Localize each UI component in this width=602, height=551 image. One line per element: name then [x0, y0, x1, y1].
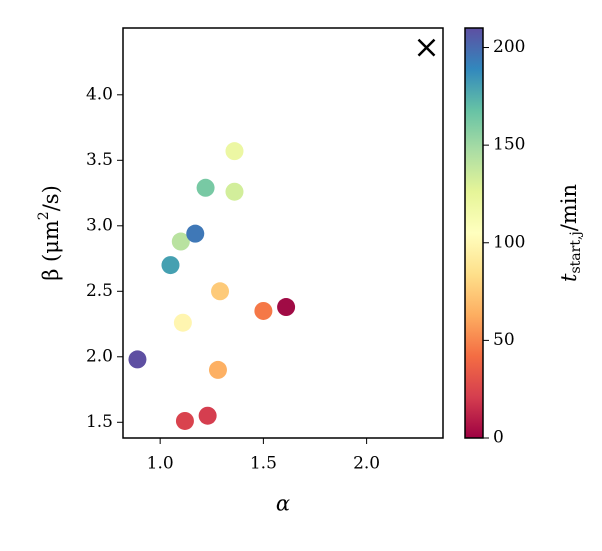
colorbar-label: tstart,j/min	[557, 184, 585, 282]
point	[171, 232, 190, 251]
y-tick-label: 4.0	[86, 84, 113, 104]
point	[208, 360, 227, 379]
point	[186, 224, 205, 243]
y-label-main: β (μm	[39, 220, 63, 281]
point	[211, 282, 230, 301]
plot-frame	[122, 27, 444, 439]
y-tick-label: 1.5	[86, 412, 113, 432]
cb-label-main: t	[557, 273, 581, 282]
point	[161, 256, 180, 275]
colorbar-tick-label: 0	[493, 428, 504, 448]
point	[225, 182, 244, 201]
cb-label-rest: /min	[557, 184, 581, 231]
y-tick-label: 2.0	[86, 346, 113, 366]
point	[175, 411, 194, 430]
x-marker	[417, 38, 436, 57]
x-axis-label: α	[276, 492, 290, 516]
y-tick-label: 3.5	[86, 150, 113, 170]
colorbar-tick-label: 200	[493, 37, 525, 57]
colorbar-tick-label: 150	[493, 135, 525, 155]
point	[277, 298, 296, 317]
point	[196, 178, 215, 197]
y-tick-label: 3.0	[86, 215, 113, 235]
colorbar	[465, 28, 483, 438]
point	[225, 142, 244, 161]
point	[173, 313, 192, 332]
x-tick-label: 1.0	[147, 454, 174, 474]
x-tick-label: 1.5	[250, 454, 277, 474]
colorbar-tick-label: 100	[493, 232, 525, 252]
point	[198, 406, 217, 425]
y-label-sup: 2	[36, 211, 52, 220]
x-tick-label: 2.0	[353, 454, 380, 474]
y-tick-label: 2.5	[86, 281, 113, 301]
colorbar-frame	[464, 27, 484, 439]
colorbar-tick-label: 50	[493, 330, 515, 350]
y-axis-label: β (μm2/s)	[36, 185, 63, 281]
cb-label-sub: start,j	[568, 231, 584, 273]
point	[128, 350, 147, 369]
y-label-rest: /s)	[39, 185, 63, 211]
point	[254, 301, 273, 320]
